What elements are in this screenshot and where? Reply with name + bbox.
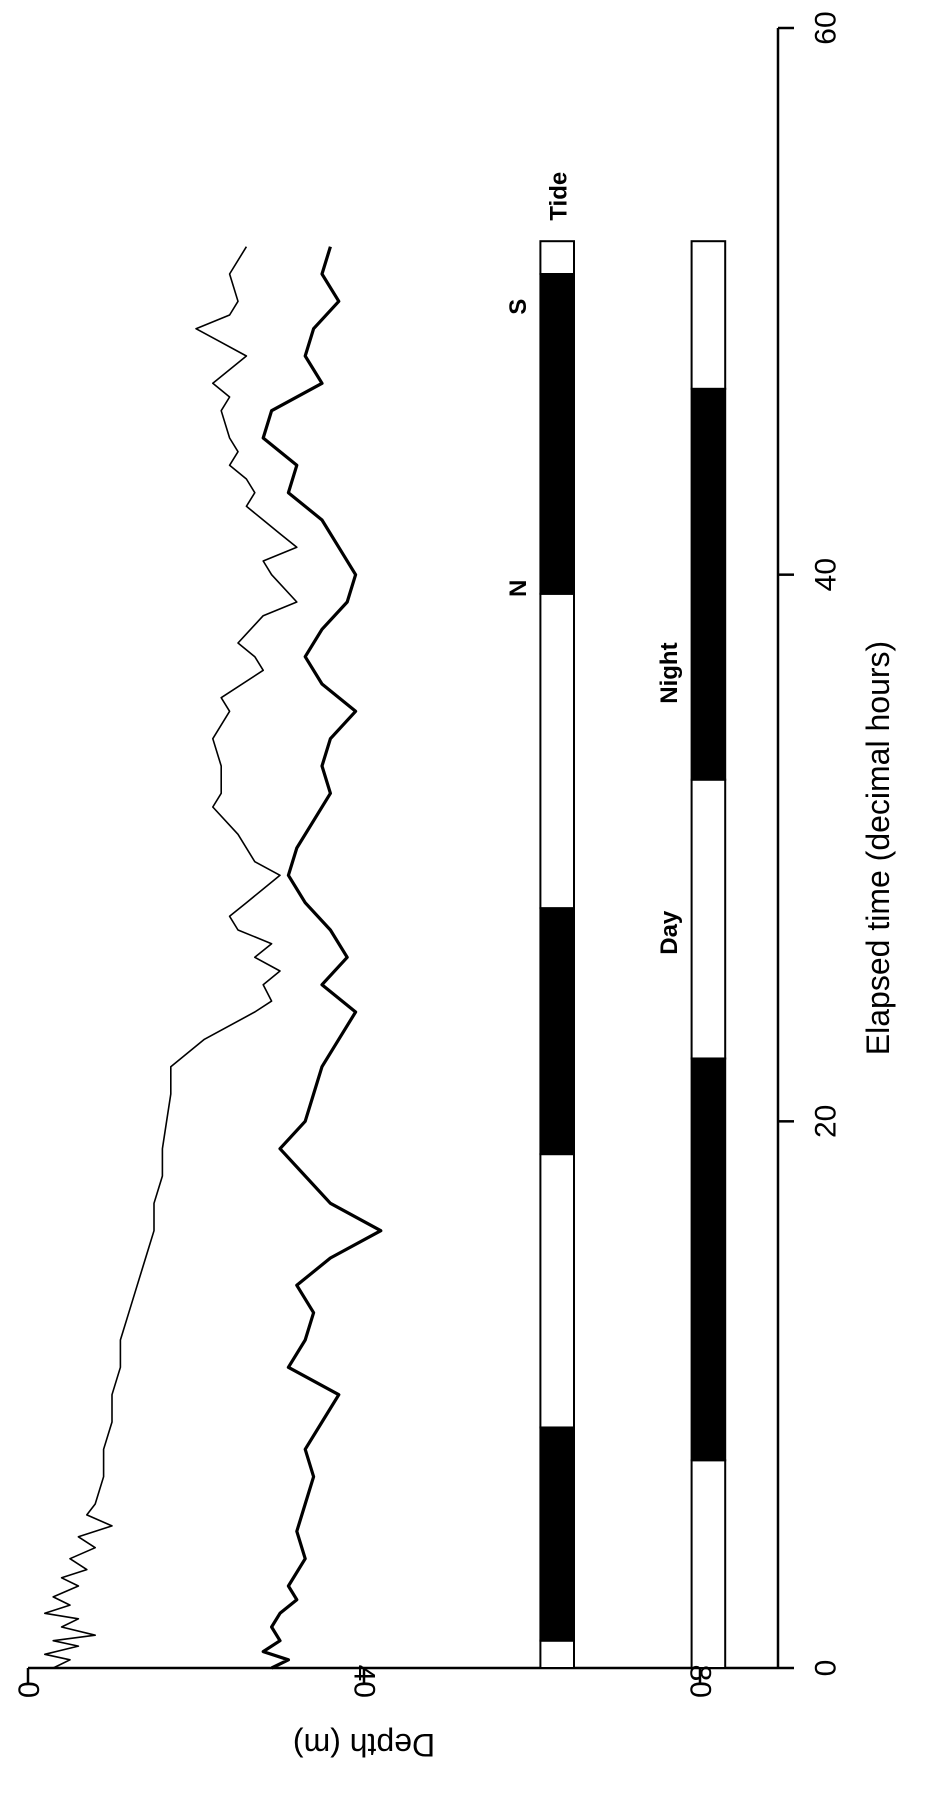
thick-depth-trace: [261, 246, 383, 1670]
time-tick-label: 40: [810, 558, 843, 591]
labels-group: 0 40 80 Depth (m) 0 20 40 60 Elapsed time (decim…: [12, 11, 897, 1763]
tide-bar-segment-white: [539, 592, 576, 910]
time-tick-label: 0: [810, 1660, 843, 1677]
tide-bar-label: N: [505, 580, 532, 597]
day-night-bar-label: Day: [656, 910, 683, 955]
tide-bar-label: S: [505, 299, 532, 315]
day-night-bar-segment-black: [690, 1057, 727, 1462]
time-tick-label: 60: [810, 11, 843, 44]
axes-group: [26, 26, 794, 1684]
day-night-bar-label: Night: [656, 642, 683, 703]
series-group: [44, 246, 383, 1670]
tide-bar-segment-white: [539, 240, 576, 275]
tide-bar-segment-black: [539, 1426, 576, 1642]
tide-bar-segment-white: [539, 1153, 576, 1429]
tide-bar-segment-black: [539, 907, 576, 1156]
depth-tick-label: 80: [684, 1665, 717, 1698]
depth-tick-label: 40: [348, 1665, 381, 1698]
depth-axis-title: Depth (m): [293, 1727, 435, 1763]
time-tick-label: 20: [810, 1105, 843, 1138]
time-axis-title: Elapsed time (decimal hours): [860, 641, 896, 1055]
indicator-bars-group: [539, 240, 727, 1670]
depth-tick-label: 0: [12, 1681, 45, 1698]
day-night-bar-segment-white: [690, 778, 727, 1060]
day-night-bar-segment-black: [690, 387, 727, 781]
tide-bar-title: Tide: [546, 172, 573, 221]
tide-bar-segment-white: [539, 1639, 576, 1669]
tide-bar-segment-black: [539, 273, 576, 595]
thin-depth-trace: [44, 246, 298, 1669]
day-night-bar-segment-white: [690, 1459, 727, 1670]
day-night-bar-segment-white: [690, 240, 727, 390]
